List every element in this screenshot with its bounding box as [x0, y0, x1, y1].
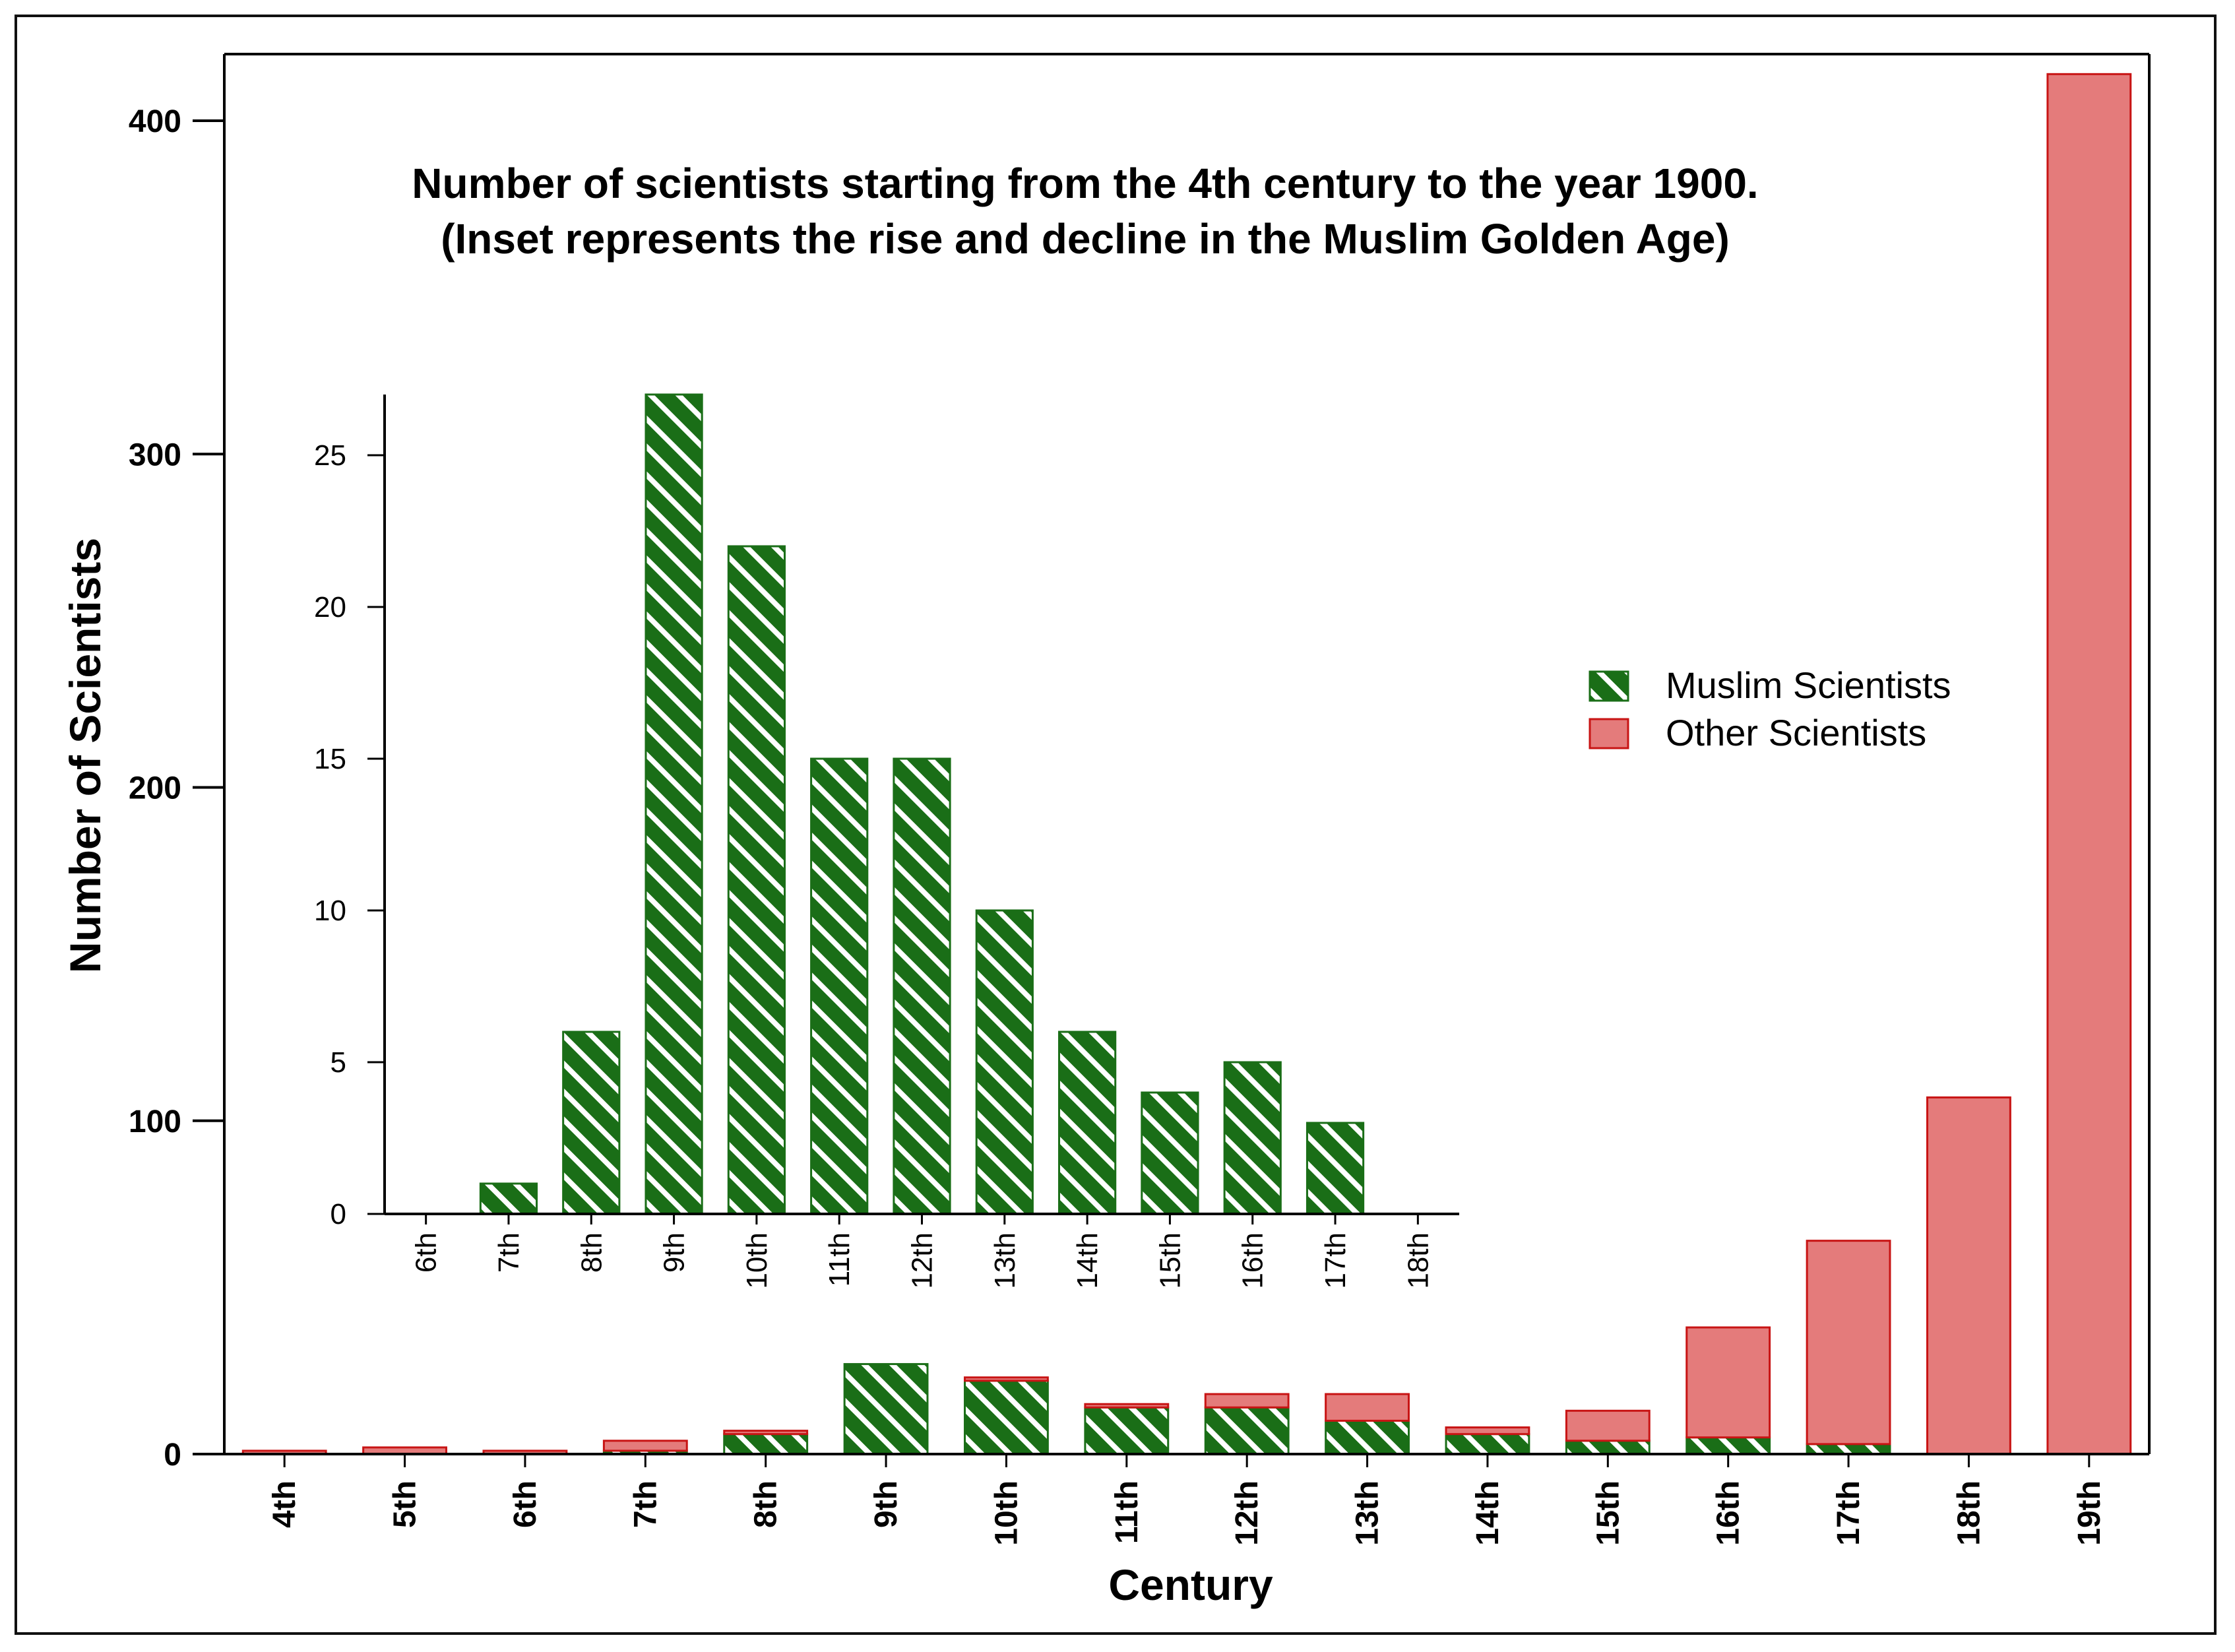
- legend-label-other: Other Scientists: [1666, 712, 1926, 753]
- chart-title: Number of scientists starting from the 4…: [412, 160, 1758, 207]
- x-tick-label: 14th: [1470, 1480, 1505, 1546]
- bar-other-scientists-14th: [1445, 1426, 1530, 1436]
- chart-subtitle: (Inset represents the rise and decline i…: [441, 215, 1730, 263]
- inset-bar-7th: [479, 1182, 538, 1215]
- legend-item-other-scientists: Other Scientists: [1589, 712, 1926, 753]
- inset-x-tick-label: 15th: [1154, 1232, 1186, 1289]
- inset-x-tick-label: 7th: [493, 1232, 525, 1273]
- bar-other-scientists-18th: [1926, 1096, 2011, 1455]
- inset-x-tick-label: 18th: [1402, 1232, 1434, 1289]
- inset-y-ticks: 0 5 10 15 20 25: [314, 439, 385, 1230]
- x-tick-label: 5th: [388, 1480, 423, 1528]
- bar-muslim-scientists-11th: [1084, 1406, 1170, 1455]
- inset-y-tick-label: 5: [331, 1046, 346, 1079]
- bar-muslim-scientists-14th: [1445, 1433, 1530, 1455]
- inset-bar-9th: [645, 393, 703, 1215]
- inset-x-tick-label: 12th: [906, 1232, 939, 1289]
- bar-muslim-scientists-12th: [1204, 1406, 1290, 1455]
- inset-bar-12th: [893, 757, 951, 1215]
- inset-x-tick-label: 6th: [410, 1232, 443, 1273]
- bar-muslim-scientists-16th: [1685, 1436, 1771, 1455]
- y-tick-label: 0: [164, 1438, 181, 1473]
- inset-bar-10th: [727, 545, 786, 1215]
- inset-y-tick-label: 20: [314, 591, 346, 623]
- bar-muslim-scientists-8th: [723, 1433, 809, 1455]
- y-tick-label: 300: [129, 437, 181, 472]
- bar-other-scientists-8th: [723, 1430, 809, 1436]
- inset-x-tick-label: 9th: [658, 1232, 691, 1273]
- bar-other-scientists-16th: [1685, 1326, 1771, 1439]
- bar-muslim-scientists-9th: [843, 1363, 929, 1455]
- x-tick-label: 4th: [267, 1480, 302, 1528]
- inset-x-ticks: 6th 7th 8th 9th 10th 11th 12th 13th 14th 15th 16th…: [410, 1214, 1434, 1289]
- bar-other-scientists-19th: [2046, 73, 2132, 1455]
- inset-y-tick-label: 15: [314, 743, 346, 775]
- bar-other-scientists-10th: [964, 1376, 1049, 1382]
- x-tick-label: 19th: [2072, 1480, 2107, 1546]
- y-tick-label: 200: [129, 771, 181, 806]
- bar-muslim-scientists-13th: [1325, 1419, 1410, 1455]
- inset-x-tick-label: 13th: [989, 1232, 1021, 1289]
- inset-bars: [397, 393, 1447, 1215]
- inset-bar-11th: [810, 757, 869, 1215]
- x-axis-label: Century: [1108, 1560, 1273, 1609]
- bar-other-scientists-13th: [1325, 1393, 1410, 1422]
- main-x-ticks: 4th 5th 6th 7th 8th 9th 10th 11th 12th 13th 14th 15…: [267, 1454, 2107, 1546]
- x-tick-label: 16th: [1711, 1480, 1746, 1546]
- x-tick-label: 12th: [1230, 1480, 1265, 1546]
- x-tick-label: 8th: [749, 1480, 784, 1528]
- bar-other-scientists-17th: [1806, 1240, 1891, 1446]
- inset-x-tick-label: 17th: [1319, 1232, 1352, 1289]
- inset-bar-17th: [1306, 1122, 1365, 1215]
- inset-bar-15th: [1141, 1091, 1199, 1215]
- x-tick-label: 17th: [1831, 1480, 1866, 1546]
- bar-other-scientists-11th: [1084, 1403, 1170, 1409]
- x-tick-label: 13th: [1350, 1480, 1385, 1546]
- legend-swatch-muslim: [1589, 670, 1629, 702]
- inset-x-tick-label: 16th: [1237, 1232, 1269, 1289]
- bar-muslim-scientists-10th: [964, 1380, 1049, 1455]
- y-axis-label: Number of Scientists: [61, 538, 110, 973]
- x-tick-label: 15th: [1590, 1480, 1625, 1546]
- x-tick-label: 11th: [1110, 1480, 1145, 1544]
- main-y-ticks: 0 100 200 300 400: [129, 104, 224, 1473]
- legend-label-muslim: Muslim Scientists: [1666, 664, 1951, 706]
- inset-x-tick-label: 10th: [741, 1232, 773, 1289]
- inset-bar-14th: [1058, 1031, 1117, 1215]
- y-tick-label: 400: [129, 104, 181, 139]
- legend-swatch-other: [1589, 718, 1629, 749]
- inset-bar-13th: [975, 909, 1034, 1215]
- main-axes: [223, 53, 2151, 1455]
- inset-plot: 0 5 10 15 20 25 6th 7th 8th 9th 10th 11th 12th 13th 1…: [314, 393, 1459, 1289]
- x-tick-label: 10th: [989, 1480, 1024, 1546]
- figure-frame: [15, 15, 2217, 1635]
- main-bars: [241, 73, 2132, 1455]
- inset-y-tick-label: 10: [314, 895, 346, 927]
- inset-x-tick-label: 11th: [823, 1232, 856, 1287]
- inset-x-tick-label: 8th: [575, 1232, 608, 1273]
- bar-other-scientists-12th: [1204, 1393, 1290, 1409]
- x-tick-label: 9th: [869, 1480, 904, 1528]
- x-tick-label: 18th: [1951, 1480, 1986, 1546]
- bar-muslim-scientists-17th: [1806, 1443, 1891, 1455]
- y-tick-label: 100: [129, 1104, 181, 1139]
- bar-other-scientists-7th: [602, 1440, 688, 1452]
- bar-other-scientists-15th: [1565, 1409, 1651, 1442]
- inset-y-tick-label: 25: [314, 439, 346, 472]
- bar-muslim-scientists-15th: [1565, 1440, 1651, 1455]
- legend-item-muslim-scientists: Muslim Scientists: [1589, 664, 1951, 706]
- x-tick-label: 7th: [628, 1480, 663, 1528]
- inset-x-tick-label: 14th: [1071, 1232, 1104, 1289]
- inset-y-tick-label: 0: [331, 1198, 346, 1230]
- legend: Muslim Scientists Other Scientists: [1589, 664, 1951, 753]
- x-tick-label: 6th: [508, 1480, 543, 1528]
- inset-bar-8th: [562, 1031, 621, 1215]
- inset-bar-16th: [1223, 1061, 1282, 1215]
